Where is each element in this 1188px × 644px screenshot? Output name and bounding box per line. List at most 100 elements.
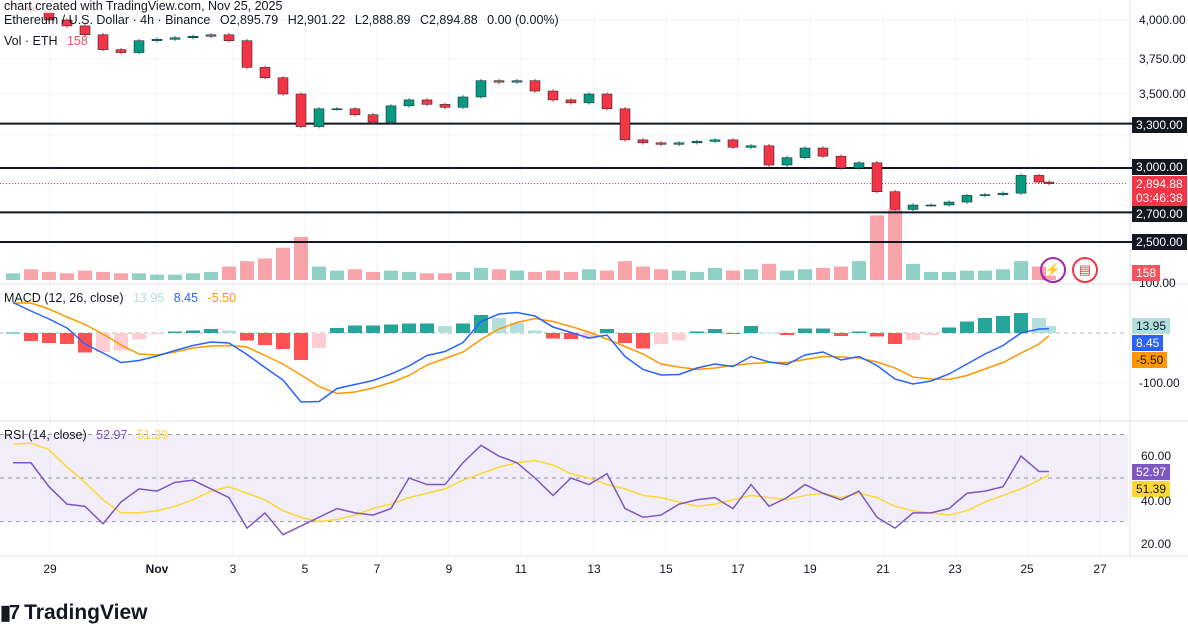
candle-body <box>997 192 1009 195</box>
volume-bar <box>906 263 920 280</box>
volume-bar <box>294 236 308 280</box>
bar-countdown: 03:46:38 <box>1136 191 1183 205</box>
rsi-legend: RSI (14, close) 52.97 51.39 <box>4 428 174 442</box>
volume-bar <box>942 271 956 280</box>
macd-histogram-bar <box>780 333 794 335</box>
candle-body <box>277 77 289 95</box>
candle-body <box>871 162 883 192</box>
macd-histogram-bar <box>348 325 362 333</box>
candle-body <box>187 36 199 39</box>
level-tag-3000: 3,000.00 <box>1132 159 1187 175</box>
macd-histogram-bar <box>582 333 596 339</box>
macd-histogram-bar <box>168 331 182 333</box>
macd-value: 8.45 <box>173 291 199 305</box>
volume-tag: 158 <box>1132 265 1161 281</box>
macd-histogram-bar <box>546 333 560 339</box>
volume-bar <box>582 269 596 280</box>
candle-body <box>817 147 829 157</box>
candle-body <box>61 19 73 27</box>
candle-body <box>511 80 523 83</box>
volume-bar <box>600 270 614 280</box>
macd-histogram-bar <box>654 333 668 344</box>
volume-label[interactable]: Vol · ETH <box>4 34 58 48</box>
macd-histogram-bar <box>924 333 938 335</box>
candle-body <box>673 142 685 145</box>
candle-body <box>367 114 379 123</box>
us-flag-icon[interactable]: ▤ <box>1072 257 1098 283</box>
rsi-tick-40: 40.00 <box>1141 494 1172 508</box>
macd-histogram-bar <box>420 323 434 333</box>
volume-bar <box>690 271 704 280</box>
macd-histogram-bar <box>564 333 578 339</box>
macd-histogram-bar <box>708 329 722 333</box>
date-tick: 15 <box>659 562 673 576</box>
date-tick: 5 <box>301 562 309 576</box>
macd-histogram-bar <box>384 324 398 333</box>
volume-bar <box>924 271 938 280</box>
symbol-title[interactable]: Ethereum / U.S. Dollar · 4h · Binance <box>4 13 211 27</box>
date-tick: 11 <box>514 562 528 576</box>
rsi-band-fill <box>0 434 1128 522</box>
candle-body <box>331 108 343 111</box>
macd-histogram-bar <box>996 316 1010 333</box>
volume-legend: Vol · ETH 158 <box>4 34 94 48</box>
macd-histogram-bar <box>402 323 416 333</box>
lightning-assistant-icon[interactable]: ⚡ <box>1040 257 1066 283</box>
macd-histogram-bar <box>906 333 920 340</box>
macd-histogram-bar <box>942 327 956 333</box>
rsi-label[interactable]: RSI (14, close) <box>4 428 87 442</box>
volume-bar <box>996 269 1010 280</box>
volume-bar <box>96 271 110 280</box>
macd-histogram-bar <box>672 333 686 341</box>
candle-body <box>691 141 703 144</box>
volume-bar <box>132 273 146 280</box>
candle-body <box>1033 175 1045 183</box>
candle-body <box>223 34 235 41</box>
macd-histogram-bar <box>492 318 506 333</box>
macd-histogram-bar <box>852 331 866 333</box>
volume-bar <box>330 270 344 280</box>
date-tick: 19 <box>803 562 817 576</box>
volume-bar <box>762 263 776 280</box>
volume-bar <box>978 270 992 280</box>
volume-bar <box>672 270 686 280</box>
macd-histogram-bar <box>240 333 254 341</box>
candle-body <box>79 25 91 36</box>
macd-label[interactable]: MACD (12, 26, close) <box>4 291 124 305</box>
volume-bar <box>258 258 272 280</box>
candle-body <box>709 139 721 142</box>
volume-bar <box>276 247 290 280</box>
volume-bar <box>42 271 56 280</box>
tradingview-logo[interactable]: ▮7 TradingView <box>0 600 147 625</box>
candle-body <box>385 105 397 123</box>
macd-hist-tag: 13.95 <box>1132 318 1171 334</box>
macd-legend: MACD (12, 26, close) 13.95 8.45 -5.50 <box>4 291 242 305</box>
volume-bar <box>798 269 812 280</box>
current-price-tag: 2,894.88 03:46:38 <box>1132 176 1187 206</box>
volume-bar <box>564 271 578 280</box>
volume-bar <box>744 269 758 280</box>
level-tag-2500: 2,500.00 <box>1132 234 1187 250</box>
macd-histogram-bar <box>6 332 20 334</box>
volume-bar <box>726 270 740 280</box>
candle-body <box>943 201 955 206</box>
rsi-tick-20: 20.00 <box>1141 537 1172 551</box>
volume-bar <box>654 269 668 280</box>
macd-histogram-bar <box>186 330 200 333</box>
macd-histogram-bar <box>528 330 542 333</box>
macd-histogram-bar <box>798 328 812 333</box>
macd-histogram-bar <box>438 326 452 333</box>
macd-histogram-bar <box>888 333 902 344</box>
macd-histogram-bar <box>60 333 74 344</box>
candle-body <box>169 37 181 40</box>
candle-body <box>259 67 271 78</box>
candle-body <box>1043 181 1055 184</box>
macd-histogram-bar <box>1014 313 1028 333</box>
volume-bar <box>420 273 434 280</box>
macd-signal-line <box>13 302 1050 395</box>
date-tick: 21 <box>876 562 890 576</box>
tradingview-logo-mark-icon: ▮7 <box>0 602 20 624</box>
volume-bar <box>870 215 884 280</box>
macd-histogram-bar <box>132 333 146 340</box>
